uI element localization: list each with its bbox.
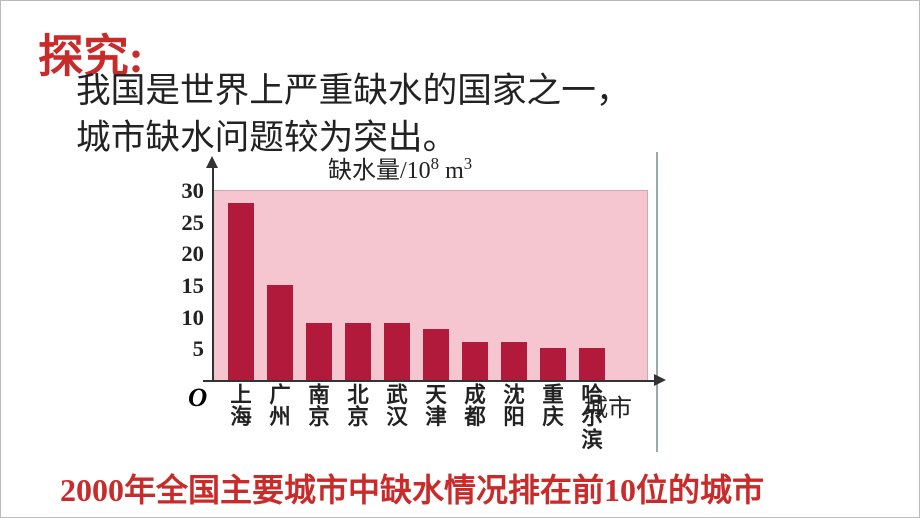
- bar: [228, 203, 254, 380]
- origin-label: O: [188, 382, 207, 413]
- y-tick-label: 25: [144, 210, 204, 236]
- y-axis-label-unit: m: [439, 158, 464, 184]
- x-axis-arrow-icon: [654, 374, 666, 386]
- chart-caption: 2000年全国主要城市中缺水情况排在前10位的城市: [60, 465, 764, 511]
- y-tick-label: 5: [144, 336, 204, 362]
- category-label: 成都: [455, 384, 495, 429]
- y-axis-label-prefix: 缺水量/10: [328, 158, 431, 184]
- y-axis-label-unit-exp: 3: [464, 154, 472, 173]
- category-label: 南京: [299, 384, 339, 429]
- category-label: 上海: [221, 384, 261, 429]
- bar-chart: 缺水量/108 m3 5 10 15 20 25 30 O 上海广州南京北京武汉天津成都沈…: [138, 152, 658, 452]
- category-label: 天津: [416, 384, 456, 429]
- y-axis-arrow-icon: [206, 156, 218, 168]
- category-label: 重庆: [533, 384, 573, 429]
- bar: [579, 348, 605, 380]
- y-tick-label: 30: [144, 178, 204, 204]
- category-label: 武汉: [377, 384, 417, 429]
- y-tick-label: 15: [144, 273, 204, 299]
- category-label: 北京: [338, 384, 378, 429]
- x-axis-line: [203, 380, 658, 382]
- bars-container: [213, 190, 648, 380]
- y-tick-label: 10: [144, 305, 204, 331]
- bar: [345, 323, 371, 380]
- bar: [540, 348, 566, 380]
- bar: [462, 342, 488, 380]
- category-label: 沈阳: [494, 384, 534, 429]
- bar: [423, 329, 449, 380]
- x-axis-title: 城市: [584, 388, 632, 423]
- bar: [306, 323, 332, 380]
- intro-line-1: 我国是世界上严重缺水的国家之一，: [76, 68, 631, 115]
- y-axis-label: 缺水量/108 m3: [328, 150, 472, 185]
- intro-paragraph: 我国是世界上严重缺水的国家之一， 城市缺水问题较为突出。: [76, 68, 631, 162]
- y-axis-label-exp: 8: [431, 154, 439, 173]
- bar: [267, 285, 293, 380]
- y-tick-label: 20: [144, 241, 204, 267]
- category-label: 广州: [260, 384, 300, 429]
- bar: [501, 342, 527, 380]
- bar: [384, 323, 410, 380]
